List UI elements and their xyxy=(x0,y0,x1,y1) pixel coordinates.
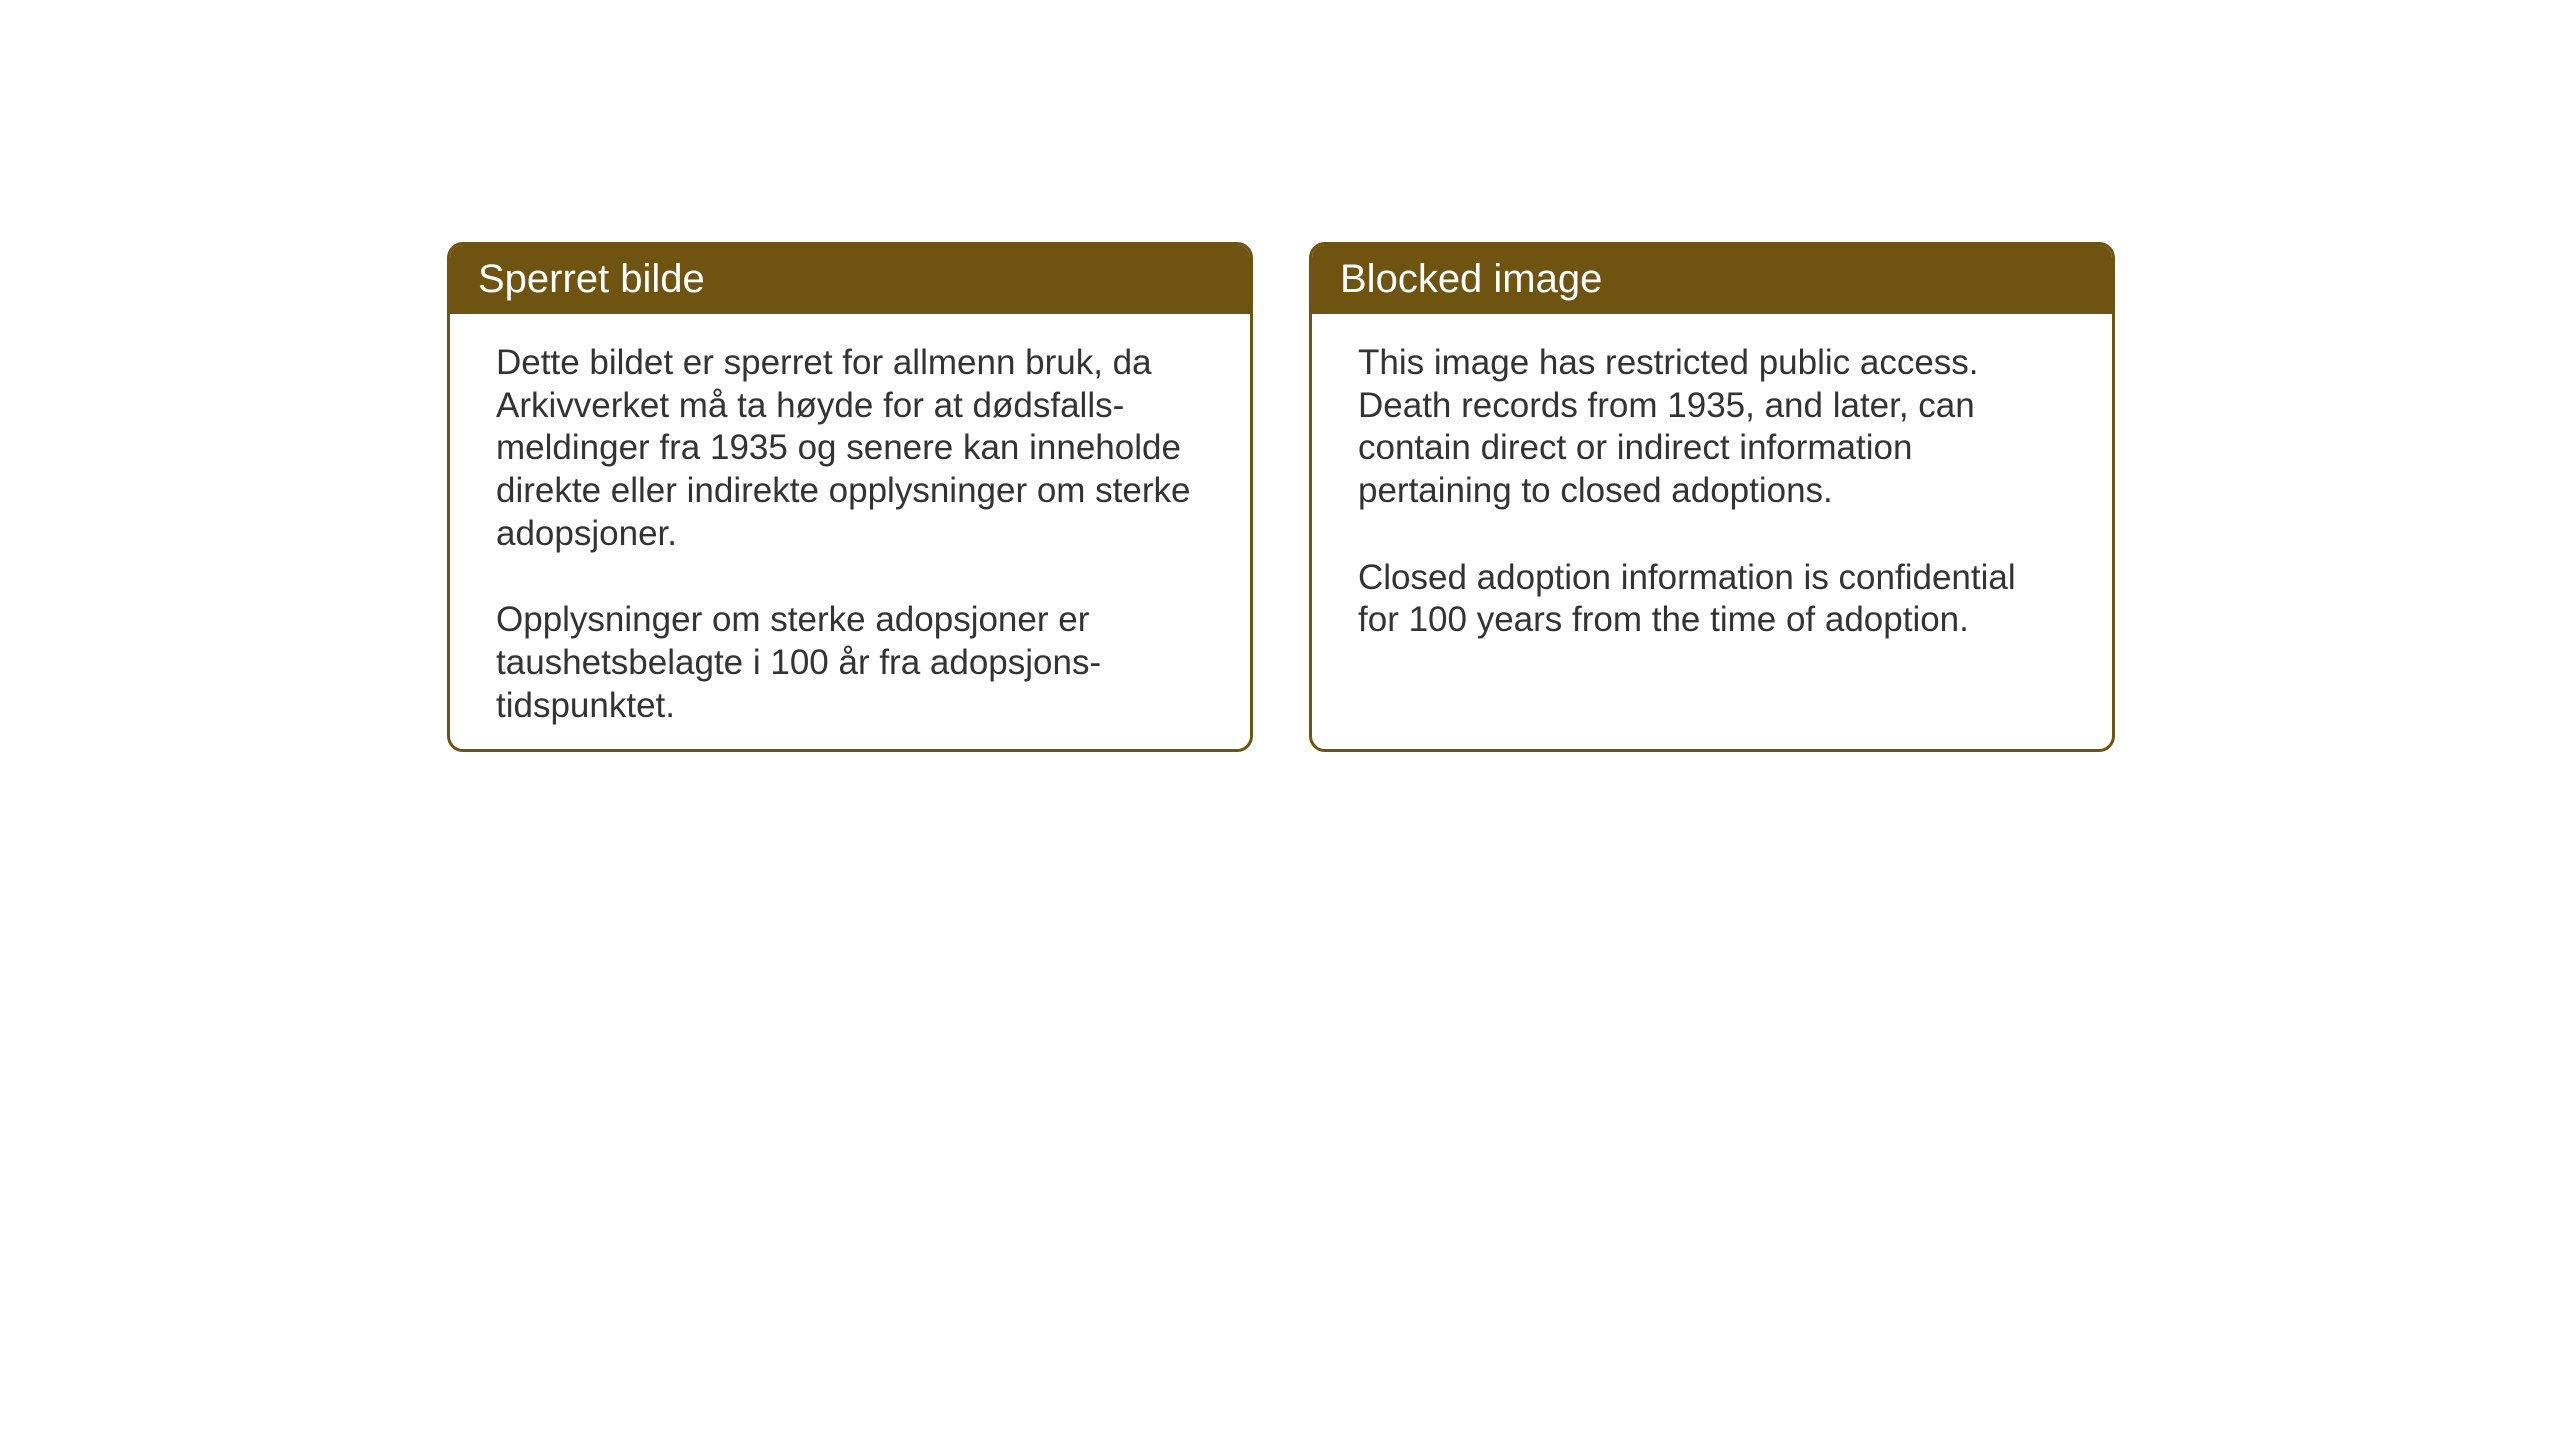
card-english-body: This image has restricted public access.… xyxy=(1312,314,2112,670)
card-norwegian-para2: Opplysninger om sterke adopsjoner er tau… xyxy=(496,599,1204,727)
card-english: Blocked image This image has restricted … xyxy=(1309,242,2115,752)
card-english-para1: This image has restricted public access.… xyxy=(1358,342,2066,513)
card-norwegian-para1: Dette bildet er sperret for allmenn bruk… xyxy=(496,342,1204,555)
card-norwegian-header: Sperret bilde xyxy=(450,245,1250,314)
card-english-title: Blocked image xyxy=(1340,257,1602,301)
card-norwegian-body: Dette bildet er sperret for allmenn bruk… xyxy=(450,314,1250,752)
card-english-para2: Closed adoption information is confident… xyxy=(1358,557,2066,642)
card-norwegian-title: Sperret bilde xyxy=(478,257,705,301)
card-english-header: Blocked image xyxy=(1312,245,2112,314)
notice-container: Sperret bilde Dette bildet er sperret fo… xyxy=(447,242,2115,752)
card-norwegian: Sperret bilde Dette bildet er sperret fo… xyxy=(447,242,1253,752)
